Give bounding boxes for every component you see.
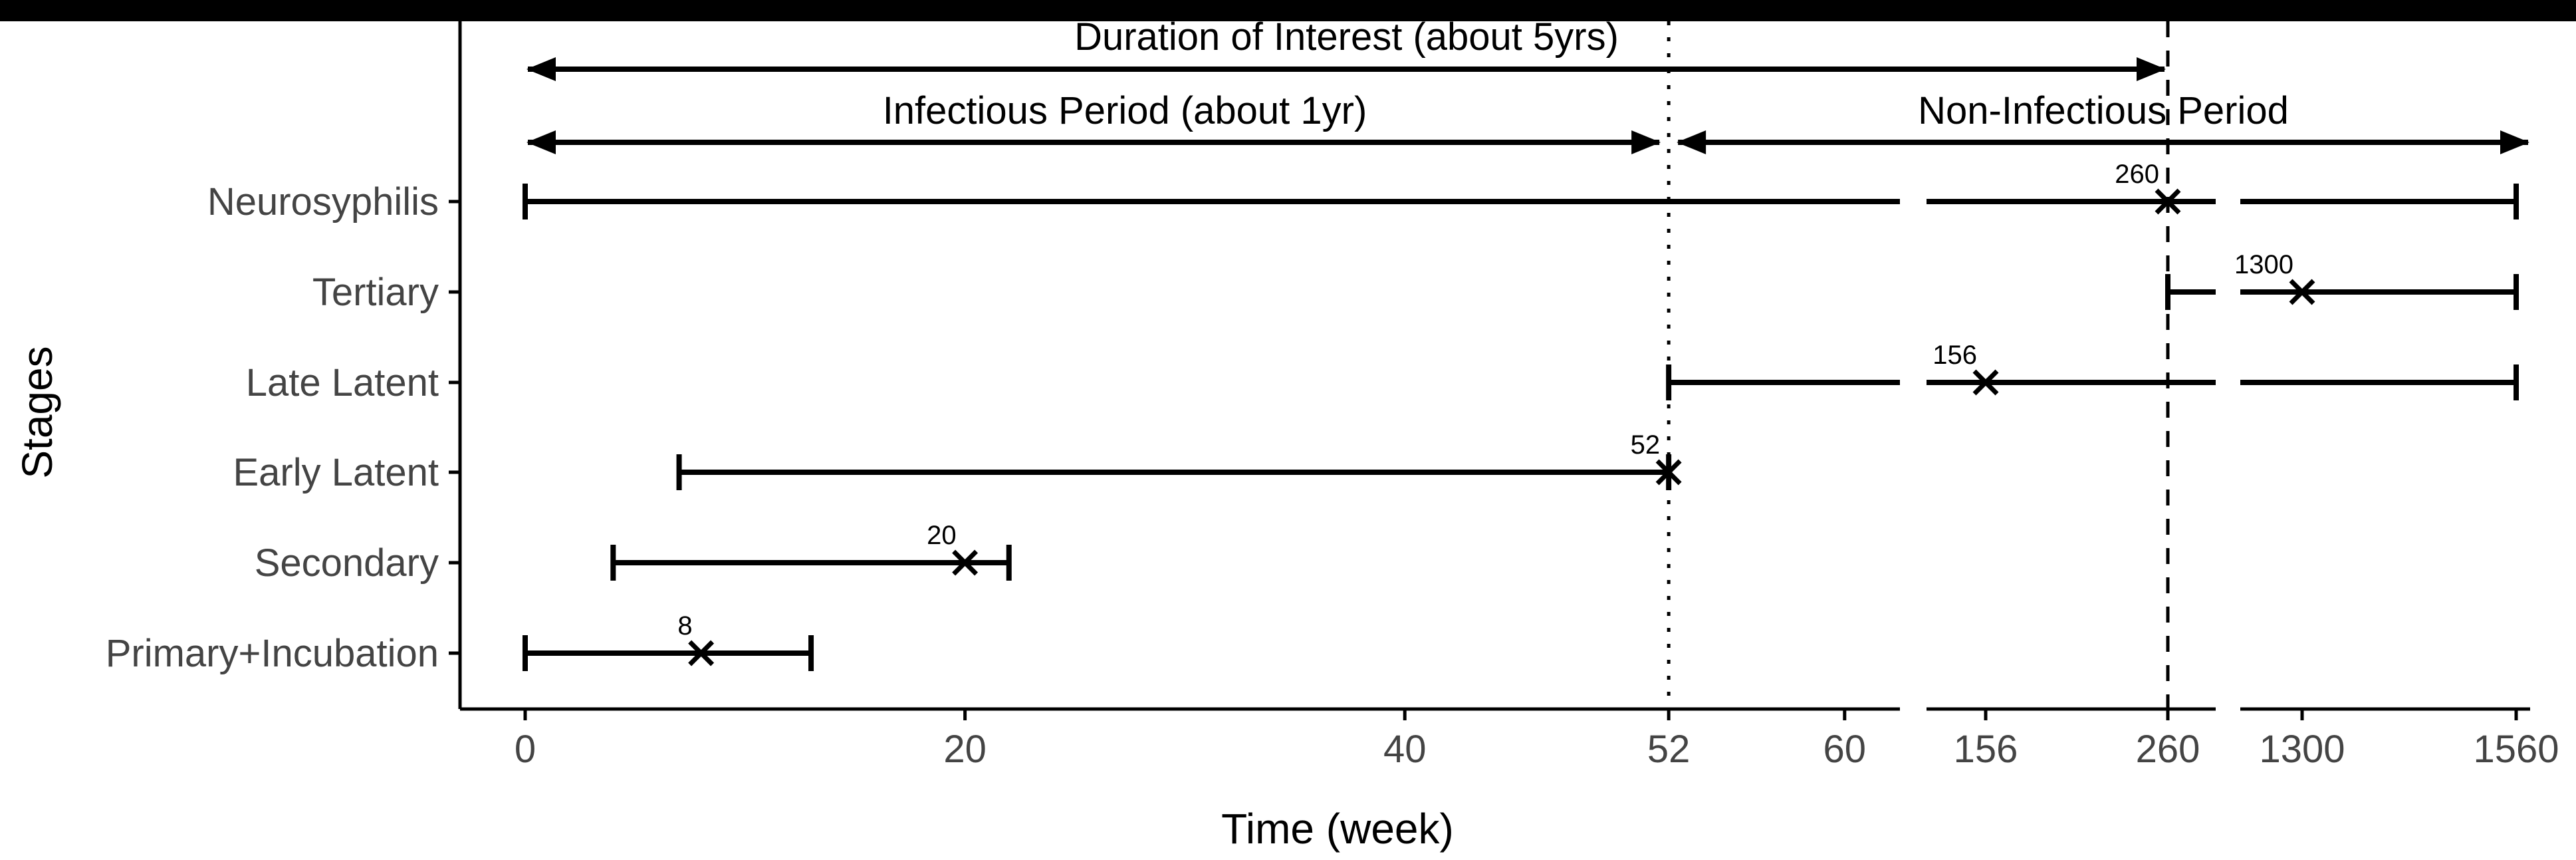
x-marker-icon	[688, 640, 715, 666]
stage-label: Neurosyphilis	[207, 180, 439, 223]
stage-label: Late Latent	[246, 361, 439, 404]
x-axis-title: Time (week)	[1221, 805, 1454, 853]
infectious-period-arrow-right-arrowhead-icon	[1631, 130, 1661, 154]
duration-of-interest-arrow-right-arrowhead-icon	[2136, 57, 2166, 81]
x-tick-label-week-0: 0	[515, 728, 536, 771]
x-marker-icon	[952, 549, 979, 576]
marker-value-label: 52	[1631, 430, 1661, 460]
stage-label: Secondary	[255, 541, 439, 585]
marker-value-label: 8	[677, 611, 692, 641]
x-tick-label-week-40: 40	[1383, 728, 1427, 771]
x-tick-label-week-1560: 1560	[2473, 728, 2559, 771]
x-tick-label-week-20: 20	[943, 728, 987, 771]
duration-of-interest-arrow-left-arrowhead-icon	[527, 57, 556, 81]
non-infectious-period-label: Non-Infectious Period	[1918, 89, 2289, 132]
x-marker-icon	[1655, 459, 1682, 486]
stage-label: Primary+Incubation	[106, 632, 439, 675]
x-tick-label-week-1300: 1300	[2259, 728, 2345, 771]
marker-value-label: 20	[927, 521, 957, 550]
duration-of-interest-label: Duration of Interest (about 5yrs)	[1074, 15, 1619, 59]
x-tick-label-week-60: 60	[1823, 728, 1867, 771]
infectious-period-label: Infectious Period (about 1yr)	[883, 89, 1367, 132]
x-marker-icon	[1972, 369, 1999, 396]
x-marker-icon	[2155, 188, 2181, 215]
marker-value-label: 1300	[2234, 250, 2293, 279]
non-infectious-period-arrow-left-arrowhead-icon	[1677, 130, 1706, 154]
infectious-period-arrow-left-arrowhead-icon	[527, 130, 556, 154]
x-tick-label-week-52: 52	[1647, 728, 1691, 771]
marker-value-label: 260	[2115, 160, 2159, 189]
top-letterbox	[0, 0, 2576, 21]
stage-label: Early Latent	[233, 451, 439, 494]
marker-value-label: 156	[1932, 341, 1977, 370]
x-tick-label-week-156: 156	[1954, 728, 2018, 771]
y-axis-title: Stages	[13, 346, 61, 478]
x-marker-icon	[2289, 279, 2315, 305]
stage-label: Tertiary	[312, 271, 439, 314]
non-infectious-period-arrow-right-arrowhead-icon	[2500, 130, 2529, 154]
x-tick-label-week-260: 260	[2136, 728, 2200, 771]
